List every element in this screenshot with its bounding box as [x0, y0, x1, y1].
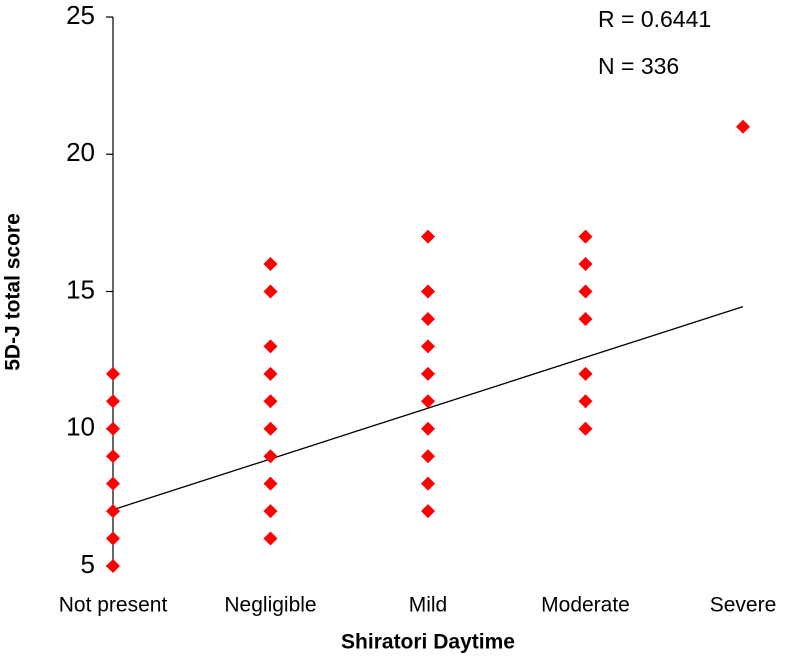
point [263, 284, 278, 299]
point [421, 504, 435, 519]
point [263, 366, 278, 381]
y-tick-label: 25 [66, 0, 95, 30]
point [578, 394, 593, 409]
point [106, 449, 120, 464]
point [263, 531, 278, 546]
y-tick-label: 20 [66, 137, 95, 167]
x-tick-label: Negligible [224, 594, 316, 617]
point [106, 504, 120, 519]
point [578, 366, 593, 381]
x-tick-label: Mild [409, 594, 448, 617]
point [421, 394, 435, 409]
annotation: R = 0.6441 [598, 6, 711, 32]
point [421, 449, 435, 464]
y-tick-label: 5 [81, 549, 95, 579]
point [578, 229, 593, 244]
point [578, 311, 593, 326]
point [263, 421, 278, 436]
point [263, 476, 278, 491]
y-tick-label: 15 [66, 274, 95, 304]
point [736, 119, 750, 134]
point [263, 339, 278, 354]
x-tick-label: Moderate [541, 594, 630, 617]
point [106, 421, 120, 436]
point [421, 311, 435, 326]
point [421, 229, 435, 244]
point [106, 366, 120, 381]
annotation: N = 336 [598, 53, 679, 79]
point [106, 559, 120, 573]
point [263, 394, 278, 409]
point [421, 366, 435, 381]
point [578, 257, 593, 272]
point [106, 531, 120, 546]
x-tick-label: Not present [59, 594, 168, 617]
point [578, 421, 593, 436]
point [106, 394, 120, 409]
point [106, 476, 120, 491]
y-tick-label: 10 [66, 412, 95, 442]
y-axis-title: 5D-J total score [2, 213, 25, 371]
point [421, 476, 435, 491]
point [263, 257, 278, 272]
point [421, 284, 435, 299]
point [421, 339, 435, 354]
x-tick-label: Severe [710, 594, 777, 617]
point [421, 421, 435, 436]
x-axis-title: Shiratori Daytime [341, 631, 515, 654]
point [578, 284, 593, 299]
point [263, 449, 278, 464]
point [263, 504, 278, 519]
